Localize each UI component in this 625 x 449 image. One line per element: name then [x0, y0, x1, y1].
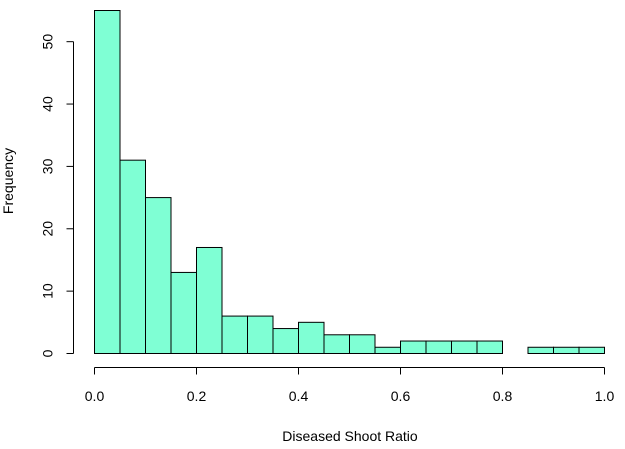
x-axis-ticks: 0.0 0.2 0.4 0.6 0.8 1.0: [85, 367, 615, 404]
histogram-bar: [553, 346, 580, 355]
x-tick-label: 0.8: [493, 388, 513, 404]
histogram-bar: [221, 315, 248, 354]
histogram-bar: [170, 271, 197, 354]
histogram-bar: [476, 340, 503, 355]
histogram-bar: [578, 346, 605, 355]
histogram-bar: [272, 328, 299, 354]
x-tick-label: 0.0: [85, 388, 105, 404]
y-tick-label: 20: [40, 221, 56, 237]
y-tick-label: 0: [40, 349, 56, 357]
x-tick-label: 0.2: [187, 388, 207, 404]
x-tick-label: 0.6: [391, 388, 411, 404]
histogram-bar: [374, 346, 401, 355]
histogram-bar: [94, 10, 121, 354]
y-tick-label: 50: [40, 34, 56, 50]
histogram-bar: [451, 340, 478, 355]
y-axis-label: Frequency: [0, 148, 16, 214]
histogram-bar: [119, 159, 146, 354]
histogram-bar: [298, 321, 325, 354]
histogram-bar: [247, 315, 274, 354]
x-axis-label: Diseased Shoot Ratio: [282, 428, 418, 444]
y-axis-ticks: 0 10 20 30 40 50: [40, 34, 74, 357]
y-tick-label: 40: [40, 96, 56, 112]
histogram-bar: [400, 340, 427, 355]
y-tick-label: 10: [40, 283, 56, 299]
histogram-bar: [145, 197, 172, 354]
histogram-bar: [196, 246, 223, 354]
x-tick-label: 0.4: [289, 388, 309, 404]
histogram-bar: [425, 340, 452, 355]
histogram-bar: [527, 346, 554, 355]
bars-group: [94, 10, 605, 355]
x-tick-label: 1.0: [595, 388, 615, 404]
histogram-bar: [323, 334, 350, 355]
histogram-bar: [349, 334, 376, 355]
y-tick-label: 30: [40, 158, 56, 174]
